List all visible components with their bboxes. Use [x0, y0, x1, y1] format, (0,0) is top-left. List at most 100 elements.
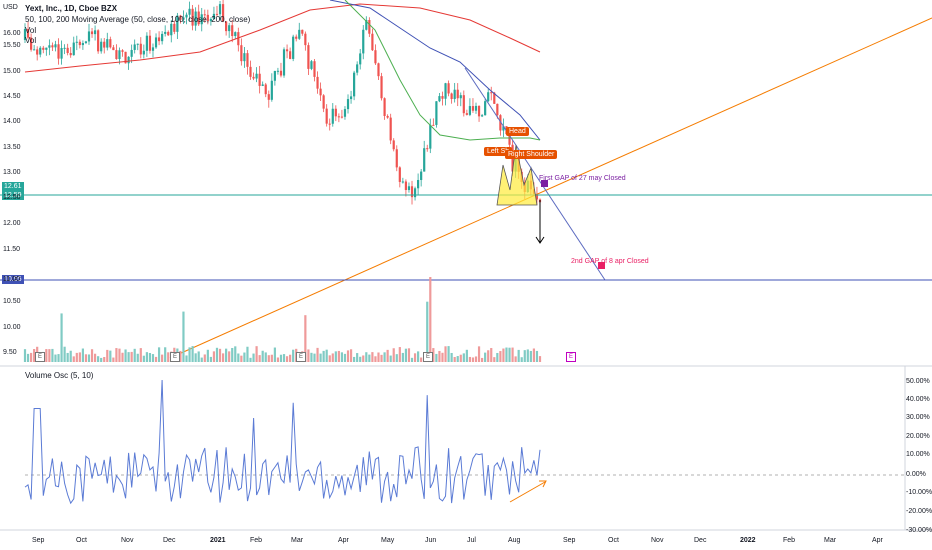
rising-trendline — [169, 17, 932, 359]
volume-bar — [87, 354, 91, 362]
volume-bar — [78, 352, 81, 362]
falling-trendline — [464, 67, 606, 281]
price-axis-label: 15.00 — [3, 68, 21, 75]
right-shoulder-label[interactable]: Right Shoulder — [505, 150, 558, 159]
candle-body — [51, 45, 54, 48]
osc-axis-label: 30.00% — [906, 414, 930, 421]
candle-body — [365, 20, 368, 30]
candle-body — [481, 115, 484, 117]
ma-legend: 50, 100, 200 Moving Average (50, close, … — [25, 15, 251, 24]
volume-bar — [249, 357, 252, 362]
volume-bar — [398, 347, 401, 362]
candle-body — [203, 14, 206, 16]
candle-body — [313, 61, 316, 77]
volume-bar — [410, 357, 414, 362]
candle-body — [84, 41, 88, 44]
candle-body — [179, 15, 182, 20]
candle-body — [356, 64, 359, 73]
candle-body — [322, 95, 325, 109]
volume-bar — [66, 352, 69, 362]
gap2-note[interactable]: 2nd GAP of 8 apr Closed — [571, 258, 649, 265]
head-label[interactable]: Head — [506, 127, 529, 136]
volume-bar — [228, 351, 231, 362]
volume-bar — [130, 351, 133, 362]
candle-body — [97, 30, 100, 52]
volume-bar — [322, 350, 325, 362]
volume-bar — [374, 356, 377, 362]
candle-body — [340, 116, 344, 118]
volume-bar — [417, 351, 420, 362]
volume-bar — [331, 353, 334, 362]
volume-bar — [386, 349, 389, 362]
candle-body — [371, 33, 374, 51]
earnings-marker-upcoming[interactable]: E — [566, 352, 576, 362]
volume-bar — [26, 353, 30, 362]
ma100-line — [329, 0, 541, 141]
volume-bar — [511, 347, 514, 362]
candle-body — [136, 43, 139, 45]
candle-body — [173, 23, 176, 32]
candle-body — [487, 92, 490, 102]
time-axis-label: Oct — [608, 537, 619, 544]
volume-bar — [115, 348, 118, 362]
volume-bar — [359, 356, 362, 362]
volume-bar — [505, 347, 508, 362]
volume-bar — [264, 352, 267, 362]
volume-bar — [164, 347, 167, 362]
price-tag-upper: 12.61 — [2, 182, 24, 191]
earnings-marker[interactable]: E — [35, 352, 45, 362]
volume-bar — [167, 352, 170, 362]
volume-bar — [508, 347, 511, 362]
earnings-marker[interactable]: E — [423, 352, 433, 362]
volume-bar — [234, 346, 237, 362]
earnings-marker[interactable]: E — [296, 352, 306, 362]
volume-bar — [206, 349, 209, 362]
volume-bar — [191, 346, 194, 362]
candle-body — [130, 49, 133, 57]
earnings-marker[interactable]: E — [170, 352, 180, 362]
left-shoulder-label[interactable]: Left Sh — [484, 147, 513, 156]
candle-body — [334, 108, 337, 117]
candle-body — [279, 70, 283, 76]
volume-bar — [465, 349, 468, 362]
volume-bar — [240, 355, 243, 362]
volume-bar — [197, 351, 200, 362]
volume-bar — [319, 353, 322, 362]
volume-bar — [81, 348, 84, 362]
candle-body — [301, 29, 304, 34]
candle-body — [346, 99, 350, 110]
candle-body — [215, 13, 219, 15]
volume-bar — [121, 352, 124, 362]
volume-bar — [136, 353, 139, 362]
candle-body — [194, 11, 197, 26]
candle-body — [292, 36, 295, 59]
volume-bar — [231, 347, 234, 362]
volume-bar — [72, 356, 75, 362]
volume-bar — [471, 357, 475, 362]
candle-body — [249, 66, 252, 77]
candle-body — [471, 106, 475, 111]
volume-bar — [313, 353, 316, 362]
candle-body — [267, 94, 270, 100]
volume-bar — [93, 353, 97, 362]
price-axis-label: 13.50 — [3, 144, 21, 151]
candle-body — [465, 113, 468, 115]
price-tag-current: 12.59 — [2, 191, 24, 200]
gap1-note[interactable]: First GAP of 27 may Closed — [539, 175, 626, 182]
volume-bar — [337, 350, 340, 362]
volume-bar — [127, 352, 130, 362]
volume-bar — [520, 357, 523, 362]
gap1-marker — [541, 180, 548, 187]
candle-body — [453, 89, 456, 100]
volume-bar — [133, 348, 136, 362]
time-axis-label: Dec — [694, 537, 707, 544]
volume-bar — [148, 352, 152, 362]
candle-body — [139, 43, 142, 55]
candle-body — [493, 92, 496, 104]
candle-body — [258, 73, 261, 86]
volume-bar — [316, 347, 319, 362]
candle-body — [426, 148, 429, 150]
time-axis-label: Apr — [872, 537, 883, 544]
candle-body — [115, 50, 118, 60]
